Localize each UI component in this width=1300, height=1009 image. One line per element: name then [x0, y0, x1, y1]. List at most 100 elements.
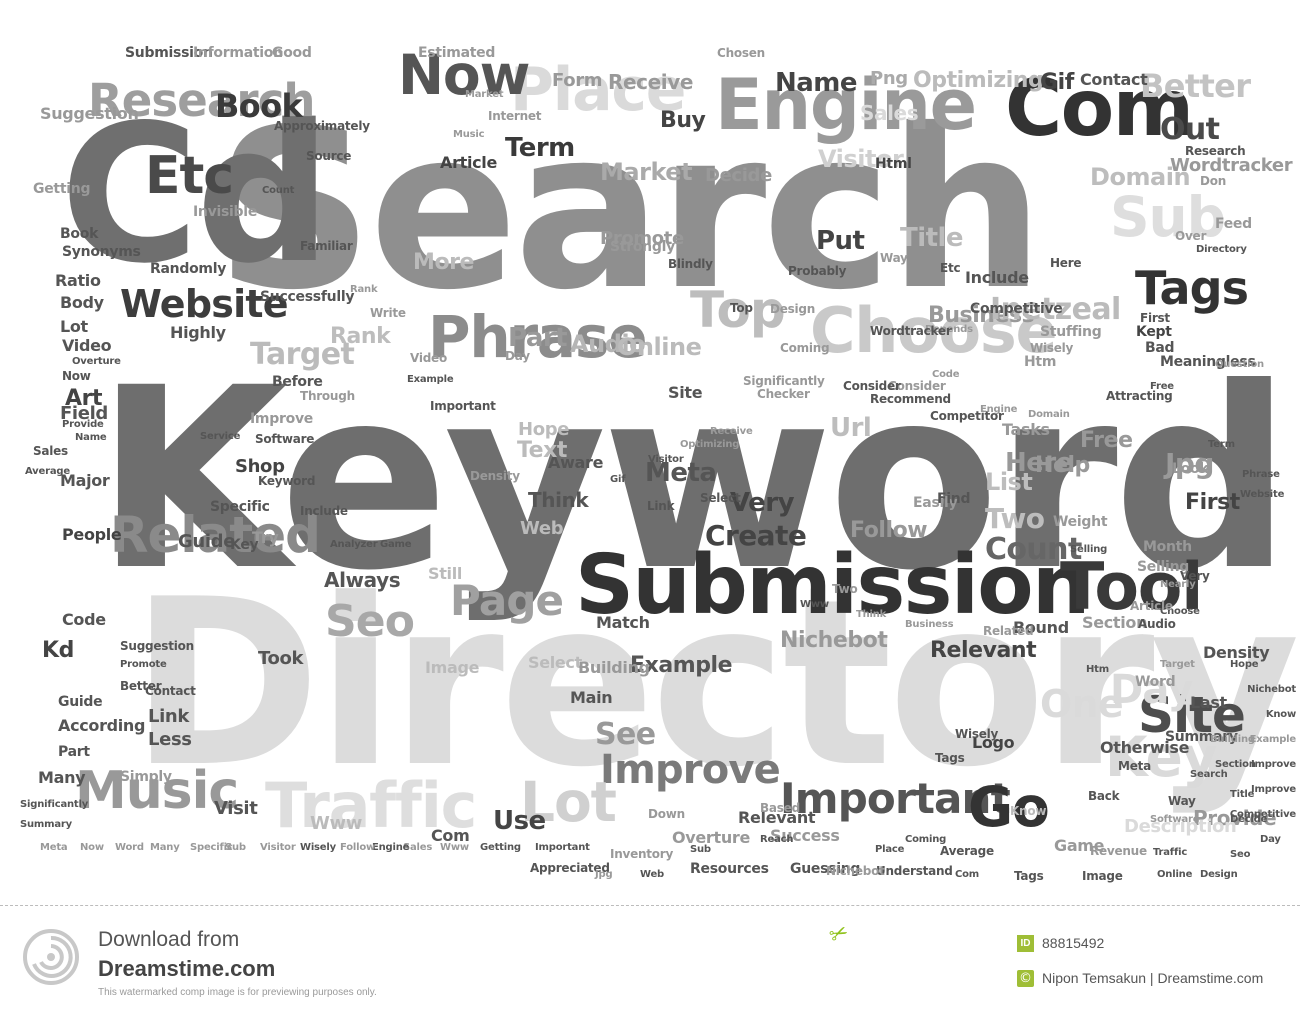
cloud-word: Sub	[225, 842, 246, 853]
cloud-word: Question	[1215, 359, 1264, 370]
cloud-word: Image	[1082, 869, 1123, 883]
cloud-word: Competitor	[930, 409, 1004, 423]
cloud-word: Cd	[60, 84, 332, 305]
cloud-word: Synonyms	[62, 244, 141, 260]
cloud-word: Overture	[72, 356, 121, 367]
cloud-word: Randomly	[150, 261, 227, 277]
cloud-word: Two	[985, 502, 1045, 535]
cloud-word: Free	[1080, 428, 1133, 453]
cloud-word: Rank	[350, 284, 378, 295]
cloud-word: Before	[272, 374, 323, 390]
cloud-word: Web	[640, 869, 665, 880]
cloud-word: Recommend	[870, 392, 951, 406]
cloud-word: Keyword	[95, 334, 1292, 625]
cloud-word: Music	[75, 761, 239, 821]
cloud-word: Code	[62, 610, 106, 629]
cloud-word: Url	[830, 413, 872, 443]
cloud-word: Sub	[1110, 185, 1226, 249]
cloud-word: Web	[520, 518, 564, 539]
cloud-word: Sub	[690, 844, 711, 855]
cloud-word: Day	[1260, 834, 1281, 845]
cloud-word: Building	[1210, 734, 1255, 745]
cloud-word: Improve	[250, 411, 314, 427]
cloud-word: Html	[875, 156, 912, 172]
cloud-word: Nichebot	[1247, 684, 1296, 695]
cloud-word: Word	[115, 842, 144, 853]
cloud-word: Ratio	[55, 271, 101, 290]
cloud-word: Decide	[1230, 814, 1268, 825]
cloud-word: Article	[440, 153, 497, 172]
cloud-word: Go	[968, 775, 1050, 839]
cloud-word: Put	[816, 226, 865, 256]
cloud-word: Gif	[1040, 70, 1074, 95]
cloud-word: Business	[928, 303, 1035, 328]
cloud-word: Promote	[600, 228, 684, 249]
cloud-word: Easily	[913, 495, 958, 511]
cloud-word: Hope	[518, 419, 570, 440]
cloud-word: Better	[120, 679, 162, 693]
cloud-word: Over	[1175, 229, 1207, 243]
cloud-word: Important	[430, 399, 496, 413]
cloud-word: Link	[647, 499, 675, 513]
cloud-word: Bad	[1145, 340, 1175, 356]
cloud-word: Still	[428, 564, 463, 583]
cloud-word: Tasks	[1002, 420, 1050, 439]
cloud-word: Sales	[860, 101, 919, 125]
cloud-word: Meta	[1118, 759, 1151, 773]
cloud-word: Find	[937, 491, 971, 507]
cloud-word: Estimated	[418, 45, 496, 61]
cloud-word: Part	[508, 323, 568, 353]
cloud-word: Less	[148, 729, 192, 750]
cloud-word: Submission	[125, 45, 213, 61]
cloud-word: Follow	[850, 518, 928, 543]
cloud-word: Top	[730, 301, 753, 315]
cloud-word: Average	[940, 844, 994, 858]
cloud-word: Bound	[1013, 618, 1069, 637]
cloud-word: Domain	[1090, 163, 1191, 191]
cloud-word: Think	[528, 488, 589, 512]
dreamstime-swirl-logo	[23, 929, 79, 985]
cloud-word: Kept	[1136, 324, 1172, 340]
cloud-word: Very	[730, 488, 795, 518]
word-cloud: Keyword Search Directory Cd Submission Com Eng…	[20, 45, 1300, 883]
cloud-word: Source	[306, 149, 352, 163]
cloud-word: Summary	[20, 819, 72, 830]
cloud-word: Title	[900, 223, 964, 253]
cloud-word: People	[62, 525, 122, 544]
cloud-word: Here	[1050, 256, 1082, 270]
cloud-word: Section	[1215, 759, 1256, 770]
cloud-word: Important	[535, 842, 590, 853]
cloud-word: Back	[1088, 789, 1120, 803]
cloud-word: Buy	[660, 108, 706, 133]
cloud-word: Book	[215, 87, 303, 125]
id-icon: ID	[1017, 935, 1034, 952]
download-from-text: Download from	[98, 928, 240, 951]
cloud-word: Strongly	[610, 239, 675, 255]
cloud-word: Seo	[1230, 849, 1251, 860]
cloud-word: First	[1140, 311, 1170, 325]
cloud-word: Website	[120, 282, 289, 326]
cloud-word: Shop	[235, 456, 285, 477]
cloud-word: Tags	[1135, 261, 1249, 315]
cloud-word: Decide	[705, 165, 772, 186]
cloud-word: Provide	[1193, 806, 1277, 830]
cloud-word: Select	[528, 653, 582, 672]
cloud-word: Choose	[810, 294, 1058, 367]
cloud-word: Suggestion	[40, 104, 139, 123]
site-name[interactable]: Dreamstime.com	[98, 956, 276, 981]
cloud-word: Simply	[120, 769, 172, 785]
cloud-word: Count	[985, 532, 1082, 567]
cloud-word: Site	[668, 383, 703, 402]
cloud-word: Building	[578, 658, 650, 677]
cloud-word: Count	[262, 185, 295, 196]
cloud-word: Now	[80, 842, 104, 853]
cloud-word: Video	[62, 336, 112, 355]
cloud-word: Invisible	[193, 204, 258, 220]
cloud-word: Suggestion	[120, 639, 194, 653]
cloud-word: Significantly	[20, 799, 89, 810]
cloud-word: Very	[1180, 569, 1210, 583]
cloud-word: Relevant	[738, 808, 816, 827]
cloud-word: Down	[648, 807, 685, 821]
cloud-word: Visitor	[260, 842, 296, 853]
cloud-word: Top	[690, 281, 786, 339]
